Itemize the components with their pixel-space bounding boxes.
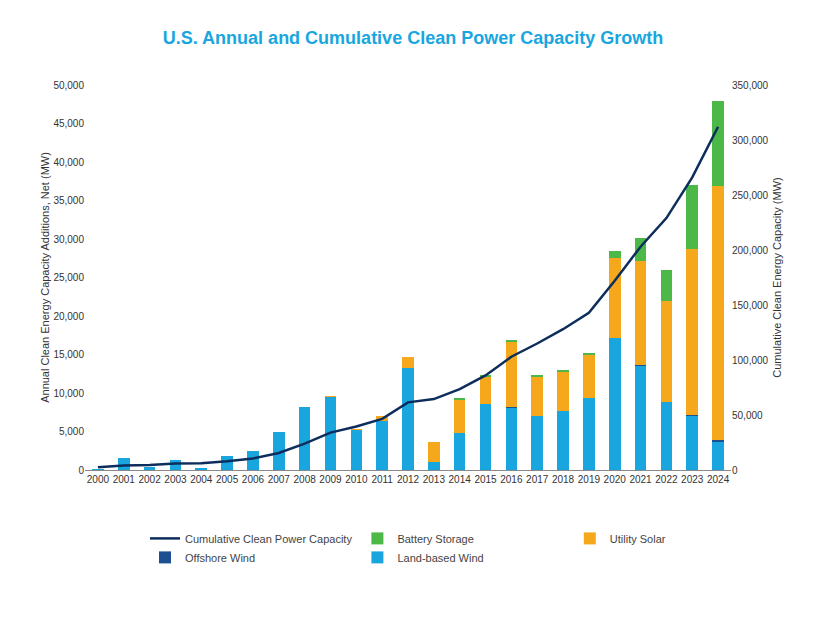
svg-text:40,000: 40,000 (53, 157, 84, 168)
svg-text:0: 0 (732, 465, 738, 476)
svg-text:Cumulative Clean Power Capacit: Cumulative Clean Power Capacity (185, 533, 352, 545)
svg-text:2023: 2023 (681, 474, 704, 485)
svg-text:100,000: 100,000 (732, 355, 769, 366)
svg-text:2005: 2005 (216, 474, 239, 485)
svg-text:Battery Storage: Battery Storage (397, 533, 473, 545)
svg-text:25,000: 25,000 (53, 272, 84, 283)
svg-text:U.S. Annual and Cumulative Cle: U.S. Annual and Cumulative Clean Power C… (163, 28, 663, 48)
svg-text:2001: 2001 (113, 474, 136, 485)
svg-text:50,000: 50,000 (732, 410, 763, 421)
svg-text:2006: 2006 (242, 474, 265, 485)
svg-text:150,000: 150,000 (732, 300, 769, 311)
svg-text:2012: 2012 (397, 474, 420, 485)
svg-text:300,000: 300,000 (732, 135, 769, 146)
svg-text:250,000: 250,000 (732, 190, 769, 201)
svg-text:10,000: 10,000 (53, 388, 84, 399)
svg-text:2022: 2022 (655, 474, 678, 485)
svg-text:Offshore Wind: Offshore Wind (185, 552, 255, 564)
svg-text:200,000: 200,000 (732, 245, 769, 256)
svg-text:30,000: 30,000 (53, 234, 84, 245)
svg-text:2003: 2003 (164, 474, 187, 485)
svg-text:2018: 2018 (552, 474, 575, 485)
svg-text:2013: 2013 (423, 474, 446, 485)
svg-text:350,000: 350,000 (732, 80, 769, 91)
svg-text:45,000: 45,000 (53, 118, 84, 129)
svg-text:2008: 2008 (294, 474, 317, 485)
svg-text:2019: 2019 (578, 474, 601, 485)
svg-text:Annual Clean Energy Capacity A: Annual Clean Energy Capacity Additions, … (39, 152, 51, 403)
svg-text:2009: 2009 (319, 474, 342, 485)
svg-text:2014: 2014 (449, 474, 472, 485)
svg-text:2021: 2021 (629, 474, 652, 485)
svg-text:2015: 2015 (474, 474, 497, 485)
svg-text:Utility Solar: Utility Solar (610, 533, 666, 545)
svg-text:0: 0 (78, 465, 84, 476)
svg-text:2020: 2020 (604, 474, 627, 485)
svg-text:2016: 2016 (500, 474, 523, 485)
svg-text:15,000: 15,000 (53, 349, 84, 360)
svg-text:20,000: 20,000 (53, 311, 84, 322)
svg-text:35,000: 35,000 (53, 195, 84, 206)
svg-text:2017: 2017 (526, 474, 549, 485)
svg-text:2002: 2002 (138, 474, 161, 485)
svg-text:50,000: 50,000 (53, 80, 84, 91)
svg-text:2024: 2024 (707, 474, 730, 485)
svg-text:2010: 2010 (345, 474, 368, 485)
svg-text:2011: 2011 (371, 474, 393, 485)
svg-text:2004: 2004 (190, 474, 213, 485)
svg-text:Cumulative Clean Energy Capaci: Cumulative Clean Energy Capacity (MW) (771, 177, 783, 378)
svg-text:Land-based Wind: Land-based Wind (397, 552, 483, 564)
svg-text:2007: 2007 (268, 474, 291, 485)
svg-text:5,000: 5,000 (59, 426, 84, 437)
svg-text:2000: 2000 (87, 474, 110, 485)
